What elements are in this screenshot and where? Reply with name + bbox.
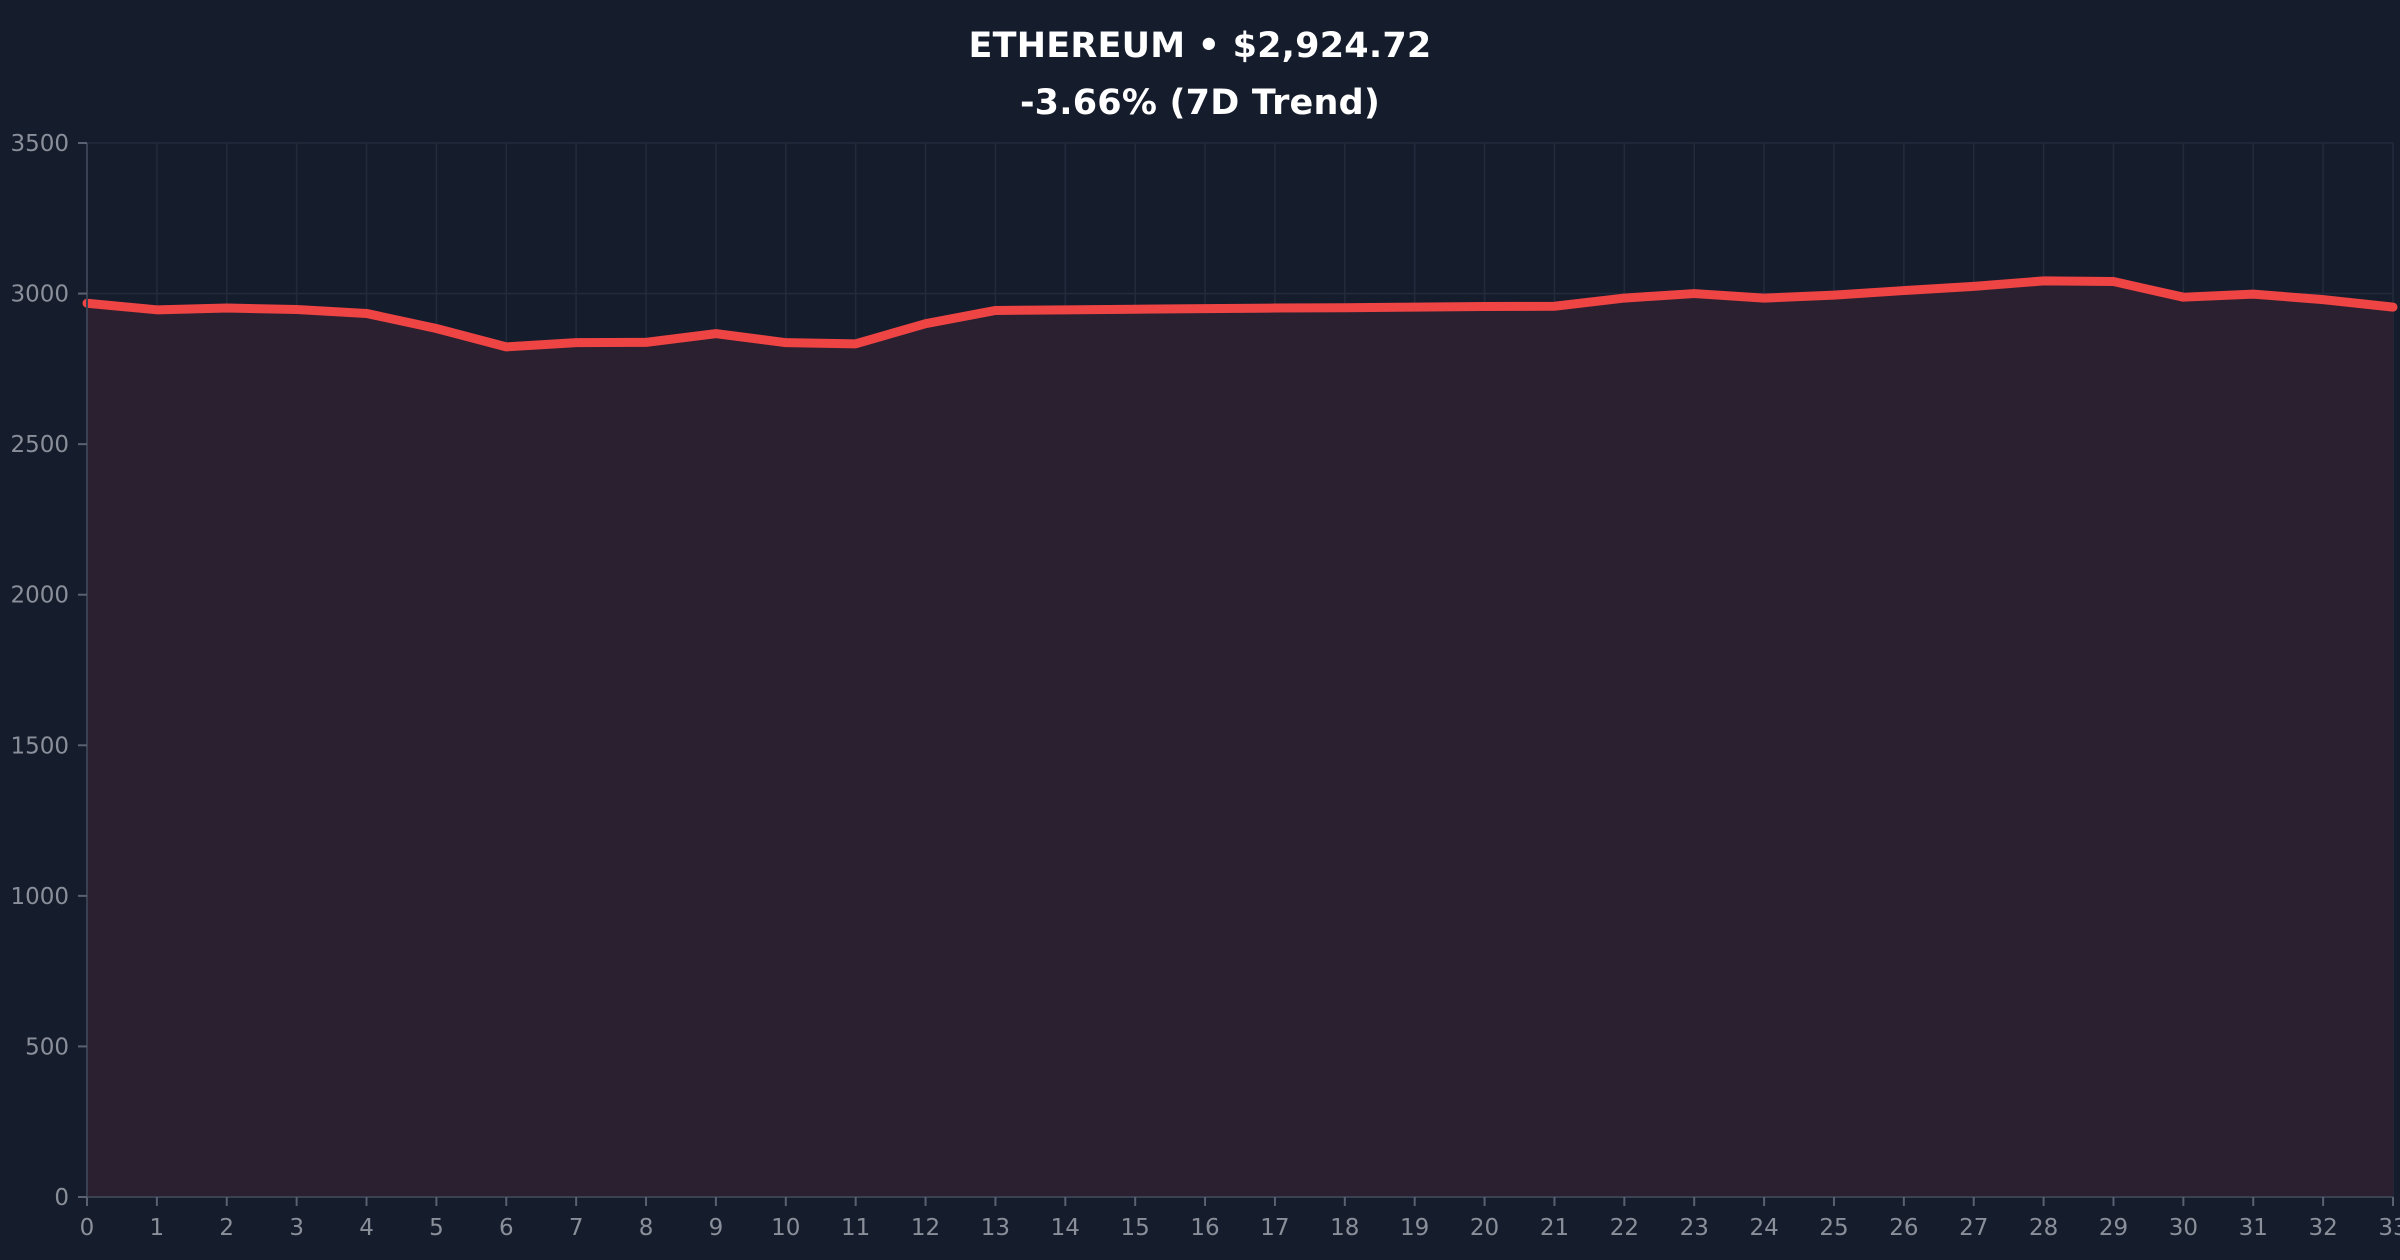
y-tick-label: 0 bbox=[54, 1185, 69, 1211]
x-tick-label: 30 bbox=[2169, 1215, 2198, 1241]
x-tick-label: 0 bbox=[80, 1215, 95, 1241]
y-tick-label: 3000 bbox=[10, 282, 69, 308]
y-tick-label: 3500 bbox=[10, 131, 69, 157]
x-tick-label: 10 bbox=[771, 1215, 800, 1241]
x-tick-label: 32 bbox=[2308, 1215, 2337, 1241]
x-tick-label: 19 bbox=[1400, 1215, 1429, 1241]
y-tick-label: 2000 bbox=[10, 583, 69, 609]
x-tick-label: 25 bbox=[1819, 1215, 1848, 1241]
y-axis-tick-labels: 0 500 1000 1500 2000 2500 3000 3500 bbox=[10, 131, 69, 1211]
x-tick-label: 24 bbox=[1749, 1215, 1778, 1241]
x-tick-label: 20 bbox=[1470, 1215, 1499, 1241]
x-tick-label: 12 bbox=[911, 1215, 940, 1241]
x-tick-label: 1 bbox=[150, 1215, 165, 1241]
x-tick-label: 2 bbox=[219, 1215, 234, 1241]
x-tick-label: 3 bbox=[289, 1215, 304, 1241]
area-fill bbox=[87, 280, 2393, 1197]
x-tick-label: 15 bbox=[1121, 1215, 1150, 1241]
x-tick-label: 6 bbox=[499, 1215, 514, 1241]
x-tick-label: 29 bbox=[2099, 1215, 2128, 1241]
x-tick-label: 9 bbox=[709, 1215, 724, 1241]
x-tick-label: 22 bbox=[1610, 1215, 1639, 1241]
x-tick-label: 28 bbox=[2029, 1215, 2058, 1241]
y-tick-label: 1000 bbox=[10, 884, 69, 910]
x-tick-label: 13 bbox=[981, 1215, 1010, 1241]
x-tick-label: 16 bbox=[1190, 1215, 1219, 1241]
x-tick-label: 7 bbox=[569, 1215, 584, 1241]
x-tick-label: 27 bbox=[1959, 1215, 1988, 1241]
y-tick-label: 2500 bbox=[10, 432, 69, 458]
y-tick-label: 1500 bbox=[10, 733, 69, 759]
price-line bbox=[82, 276, 2398, 352]
x-tick-label: 14 bbox=[1051, 1215, 1080, 1241]
x-tick-label: 5 bbox=[429, 1215, 444, 1241]
x-tick-label: 21 bbox=[1540, 1215, 1569, 1241]
axis-lines bbox=[78, 142, 2394, 1206]
x-tick-label: 23 bbox=[1680, 1215, 1709, 1241]
x-tick-label: 18 bbox=[1330, 1215, 1359, 1241]
x-tick-label: 8 bbox=[639, 1215, 654, 1241]
x-tick-label: 31 bbox=[2239, 1215, 2268, 1241]
x-tick-label: 26 bbox=[1889, 1215, 1918, 1241]
y-tick-label: 500 bbox=[25, 1034, 69, 1060]
x-axis-tick-labels: 0 1 2 3 4 5 6 7 8 9 10 11 12 13 14 15 16 17 18 19 20 21 22 23 24… bbox=[80, 1215, 2400, 1241]
x-tick-label: 11 bbox=[841, 1215, 870, 1241]
x-tick-label: 33 bbox=[2378, 1215, 2400, 1241]
x-tick-label: 17 bbox=[1260, 1215, 1289, 1241]
x-tick-label: 4 bbox=[359, 1215, 374, 1241]
